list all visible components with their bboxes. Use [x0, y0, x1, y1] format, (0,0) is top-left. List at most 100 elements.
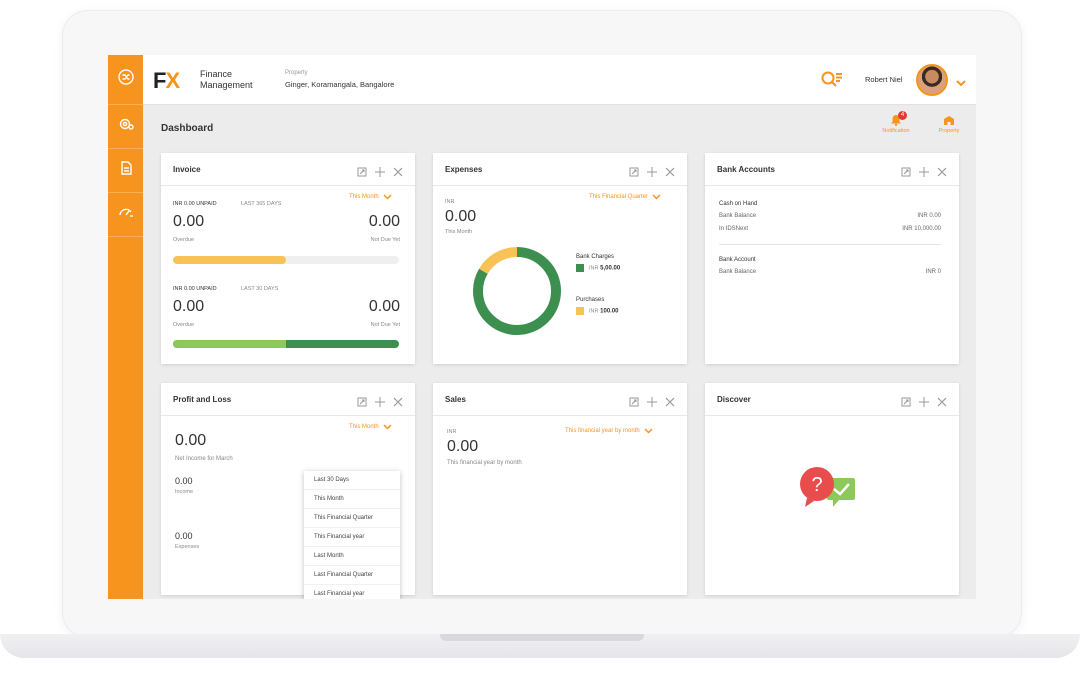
legend-item-bank-charges: Bank Charges INR 5,00.00	[576, 254, 620, 272]
card-title: Discover	[717, 394, 751, 404]
legend-swatch	[576, 307, 584, 315]
close-icon[interactable]	[665, 394, 675, 407]
property-button[interactable]: Property	[929, 114, 969, 134]
move-icon[interactable]	[375, 164, 385, 177]
property-selector[interactable]: Ginger, Koramangala, Bangalore	[285, 80, 395, 89]
bank-row-label: Bank Balance	[719, 269, 757, 275]
side-rail	[108, 55, 143, 599]
move-icon[interactable]	[647, 394, 657, 407]
pl-expenses-label: Expenses	[175, 544, 200, 550]
invoice-progress-fill-2	[173, 340, 286, 348]
move-icon[interactable]	[919, 394, 929, 407]
chevron-down-icon	[383, 424, 392, 430]
close-icon[interactable]	[665, 164, 675, 177]
close-icon[interactable]	[393, 394, 403, 407]
donut-slice-purchases	[473, 247, 561, 335]
bank-accounts-card: Bank Accounts Cash on Hand Bank Balance …	[705, 153, 959, 364]
card-header: Bank Accounts	[705, 153, 959, 186]
pl-filter-select[interactable]: This Month	[349, 424, 392, 430]
legend-label: Purchases	[576, 297, 605, 303]
chevron-down-icon	[383, 194, 392, 200]
close-icon[interactable]	[937, 164, 947, 177]
help-chat-icon[interactable]: ?	[797, 464, 867, 514]
dropdown-option[interactable]: This Month	[304, 490, 400, 509]
invoice-progress-bar-2	[173, 340, 399, 348]
invoice-overdue-value: 0.00	[173, 213, 205, 230]
invoice-card: Invoice This Month INR 0.00 UNPAID LAST …	[161, 153, 415, 364]
expand-icon[interactable]	[901, 394, 911, 407]
dropdown-option[interactable]: Last Month	[304, 547, 400, 566]
pl-expenses-value: 0.00	[175, 531, 193, 541]
invoice-section2-range: LAST 30 DAYS	[241, 286, 279, 292]
close-icon[interactable]	[937, 394, 947, 407]
shuffle-icon	[117, 69, 134, 90]
sales-currency: INR	[447, 429, 457, 435]
top-header: FX Finance Management Property Ginger, K…	[143, 55, 976, 105]
legend-currency: INR	[589, 265, 599, 272]
bank-row-label: Bank Balance	[719, 213, 757, 219]
sales-card: Sales This financial year by month INR 0…	[433, 383, 687, 595]
property-label: Property	[285, 70, 308, 76]
expenses-currency: INR	[445, 199, 455, 205]
move-icon[interactable]	[919, 164, 929, 177]
dropdown-option[interactable]: This Financial Quarter	[304, 509, 400, 528]
invoice-section2-label: INR 0.00 UNPAID	[173, 286, 217, 292]
sales-filter-value: This financial year by month	[565, 428, 640, 434]
sales-value: 0.00	[447, 438, 479, 455]
bank-row-value: INR 10,000.00	[902, 226, 941, 232]
close-icon[interactable]	[393, 164, 403, 177]
notification-badge: 4	[898, 111, 907, 120]
dropdown-option[interactable]: Last 30 Days	[304, 471, 400, 490]
property-action-label: Property	[938, 128, 960, 134]
expand-icon[interactable]	[629, 394, 639, 407]
document-icon	[118, 160, 134, 181]
legend-swatch	[576, 264, 584, 272]
card-header: Invoice	[161, 153, 415, 186]
expand-icon[interactable]	[357, 394, 367, 407]
pl-net-value: 0.00	[175, 432, 207, 449]
card-title: Sales	[445, 394, 466, 404]
expenses-filter-select[interactable]: This Financial Quarter	[589, 194, 661, 200]
card-title: Expenses	[445, 164, 483, 174]
dropdown-option[interactable]: This Financial year	[304, 528, 400, 547]
chevron-down-icon[interactable]	[955, 75, 967, 87]
user-name[interactable]: Robert Niel	[865, 75, 903, 84]
rail-item-reports[interactable]	[108, 193, 143, 237]
invoice-section1-range: LAST 365 DAYS	[241, 201, 282, 207]
legend-label: Bank Charges	[576, 254, 615, 260]
rail-item-settings[interactable]	[108, 105, 143, 149]
building-icon	[929, 114, 969, 126]
rail-item-menu[interactable]	[108, 55, 143, 105]
card-header: Sales	[433, 383, 687, 416]
invoice-filter-select[interactable]: This Month	[349, 194, 392, 200]
notification-button[interactable]: 4 Notification	[876, 111, 916, 134]
move-icon[interactable]	[647, 164, 657, 177]
avatar[interactable]	[916, 64, 948, 96]
expenses-total: 0.00	[445, 208, 477, 225]
search-icon[interactable]	[820, 70, 844, 88]
svg-text:?: ?	[811, 474, 822, 496]
expand-icon[interactable]	[629, 164, 639, 177]
invoice-section1-label: INR 0.00 UNPAID	[173, 201, 217, 207]
legend-currency: INR	[589, 308, 599, 315]
pl-net-label: Net Income for March	[175, 456, 233, 462]
expand-icon[interactable]	[357, 164, 367, 177]
invoice-overdue-label: Overdue	[173, 237, 195, 243]
dropdown-option[interactable]: Last Financial Quarter	[304, 566, 400, 585]
move-icon[interactable]	[375, 394, 385, 407]
invoice-notdue-label: Not Due Yet	[370, 237, 400, 243]
app-logo[interactable]: FX	[153, 68, 180, 94]
invoice-progress-bar-1	[173, 256, 399, 264]
sales-filter-select[interactable]: This financial year by month	[565, 428, 653, 434]
logo-letter-x: X	[165, 68, 180, 93]
expand-icon[interactable]	[901, 164, 911, 177]
rail-item-documents[interactable]	[108, 149, 143, 193]
invoice-overdue-value-2: 0.00	[173, 298, 205, 315]
legend-amount: 5,00.00	[600, 265, 621, 272]
app-name: Finance Management	[200, 69, 270, 91]
legend-item-purchases: Purchases INR 100.00	[576, 297, 619, 315]
dropdown-option[interactable]: Last Financial year	[304, 585, 400, 599]
invoice-notdue-label-2: Not Due Yet	[370, 322, 400, 328]
expenses-period: This Month	[445, 229, 473, 235]
bell-icon	[876, 114, 916, 126]
